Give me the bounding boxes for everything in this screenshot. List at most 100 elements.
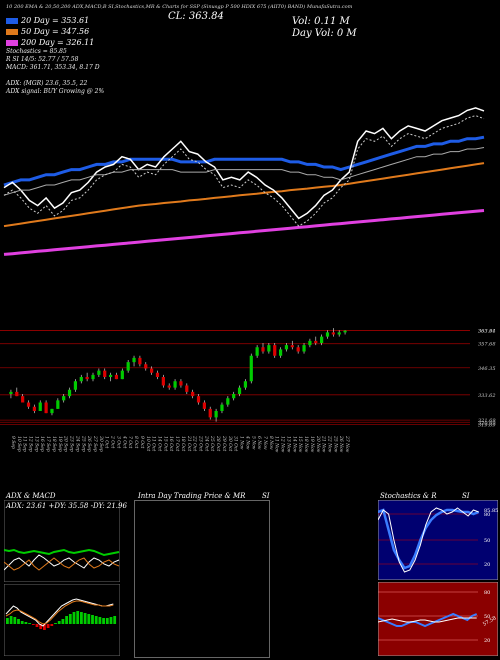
date-tick-label: 8 Nov <box>268 436 274 450</box>
macd-histogram-bar <box>9 616 13 624</box>
date-tick-label: 1 Nov <box>239 436 245 450</box>
date-tick-label: 27 Sep <box>92 435 98 452</box>
date-tick-label: 12 Nov <box>280 436 286 453</box>
candle-body <box>56 400 60 409</box>
candle-body <box>32 406 36 411</box>
macd-histogram-bar <box>61 619 65 624</box>
candle-body <box>103 370 107 377</box>
macd-histogram-bar <box>76 611 80 624</box>
price-axis-label: 321.69 <box>478 418 496 424</box>
candle-body <box>26 402 31 407</box>
date-tick-label: 11 Sep <box>22 436 28 452</box>
date-tick-label: 25 Oct <box>209 435 215 451</box>
date-tick-label: 17 Sep <box>45 436 51 452</box>
date-tick-label: 9 Sep <box>10 436 16 449</box>
macd-histogram-bar <box>28 623 31 624</box>
macd-histogram-bar <box>72 612 76 624</box>
si-line: R SI 14/5: 52.77 / 57.58 <box>6 56 79 63</box>
candle-body <box>343 330 347 333</box>
date-tick-label: 4 Oct <box>121 435 127 449</box>
plus-di-line <box>4 548 120 557</box>
intraday-title: Intra Day Trading Price & MR <box>138 492 246 500</box>
date-tick-label: 2 Oct <box>110 435 116 449</box>
date-tick-label: 21 Oct <box>186 435 192 451</box>
candle-body <box>191 391 195 397</box>
date-tick-label: 3 Oct <box>115 436 121 449</box>
si-tick-label: 20 <box>484 638 490 644</box>
candle-body <box>120 370 124 380</box>
stochastics-tick-label: 80 <box>484 512 490 518</box>
series-line-20-day <box>3 135 485 187</box>
date-tick-label: 8 Oct <box>133 436 139 449</box>
candle-body <box>202 402 206 409</box>
macd-histogram-bar <box>39 624 43 629</box>
candle-body <box>9 391 13 394</box>
candle-body <box>108 374 113 377</box>
macd-histogram-bar <box>43 624 46 630</box>
candle-body <box>232 394 236 399</box>
stochastics-d-line <box>378 507 479 573</box>
date-tick-label: 14 Nov <box>291 436 297 453</box>
candle-body <box>308 340 312 346</box>
candle-body <box>21 396 25 403</box>
date-tick-label: 28 Oct <box>215 435 221 451</box>
date-tick-label: 22 Oct <box>192 435 198 451</box>
candle-body <box>320 336 324 343</box>
support-line <box>3 147 485 196</box>
macd-signal-line <box>5 600 114 625</box>
price-axis-label: 333.62 <box>478 393 496 399</box>
adx-panel <box>4 500 120 582</box>
candle-body <box>79 377 83 382</box>
legend-ema20: 20 Day = 353.61 <box>6 16 89 25</box>
day-volume-label: Day Vol: 0 M <box>292 28 357 39</box>
date-tick-label: 16 Oct <box>168 436 174 451</box>
ema50-label: 50 Day = 347.56 <box>21 27 90 36</box>
date-tick-label: 26 Sep <box>86 435 92 452</box>
candle-body <box>208 408 212 418</box>
date-tick-label: 11 Nov <box>274 436 280 453</box>
date-tick-label: 9 Oct <box>139 436 145 449</box>
date-tick-label: 5 Nov <box>250 436 256 450</box>
candle-body <box>38 402 42 411</box>
date-tick-label: 10 Oct <box>145 436 151 451</box>
close-label: CL: 363.84 <box>168 11 224 22</box>
date-tick-label: 17 Oct <box>174 436 180 451</box>
date-tick-label: 25 Sep <box>80 435 86 452</box>
candle-body <box>114 374 119 380</box>
date-tick-label: 7 Oct <box>127 436 133 449</box>
macd-histogram-bar <box>46 624 50 628</box>
date-tick-label: 14 Oct <box>156 436 162 451</box>
macd-histogram-bar <box>24 622 28 624</box>
macd-histogram-bar <box>102 618 105 624</box>
macd-histogram-bar <box>65 616 68 624</box>
stochastics-tick-label: 85.85 <box>484 508 498 514</box>
legend-ema50: 50 Day = 347.56 <box>6 27 89 36</box>
macd-line: MACD: 361.71, 353.34, 8.17 D <box>6 64 100 71</box>
date-tick-label: 24 Sep <box>74 435 80 452</box>
candle-body <box>50 408 54 414</box>
candle-body <box>337 332 341 335</box>
date-tick-label: 1 Oct <box>104 436 110 449</box>
stochastics-line: Stochastics = 85.85 <box>6 48 67 55</box>
date-tick-label: 20 Sep <box>63 435 69 452</box>
candle-body <box>273 345 277 356</box>
macd-histogram-bar <box>35 624 39 627</box>
intraday-si-label: SI <box>262 492 270 500</box>
candle-body <box>214 411 218 418</box>
date-tick-label: 23 Oct <box>198 435 204 451</box>
macd-histogram-bar <box>80 612 83 624</box>
ema200-swatch <box>6 39 18 46</box>
macd-histogram-bar <box>91 615 94 624</box>
ema20-label: 20 Day = 353.61 <box>21 16 90 25</box>
series-line-200-day <box>3 209 485 256</box>
candle-body <box>185 385 189 392</box>
adx-frame <box>4 500 120 582</box>
candle-body <box>73 381 78 390</box>
price-axis-label: 320.69 <box>478 420 496 426</box>
date-tick-label: 23 Sep <box>69 435 75 452</box>
ema-line-chart <box>3 107 485 256</box>
date-tick-label: 21 Nov <box>321 435 327 453</box>
macd-histogram-bar <box>83 613 87 624</box>
candle-body <box>132 357 136 363</box>
